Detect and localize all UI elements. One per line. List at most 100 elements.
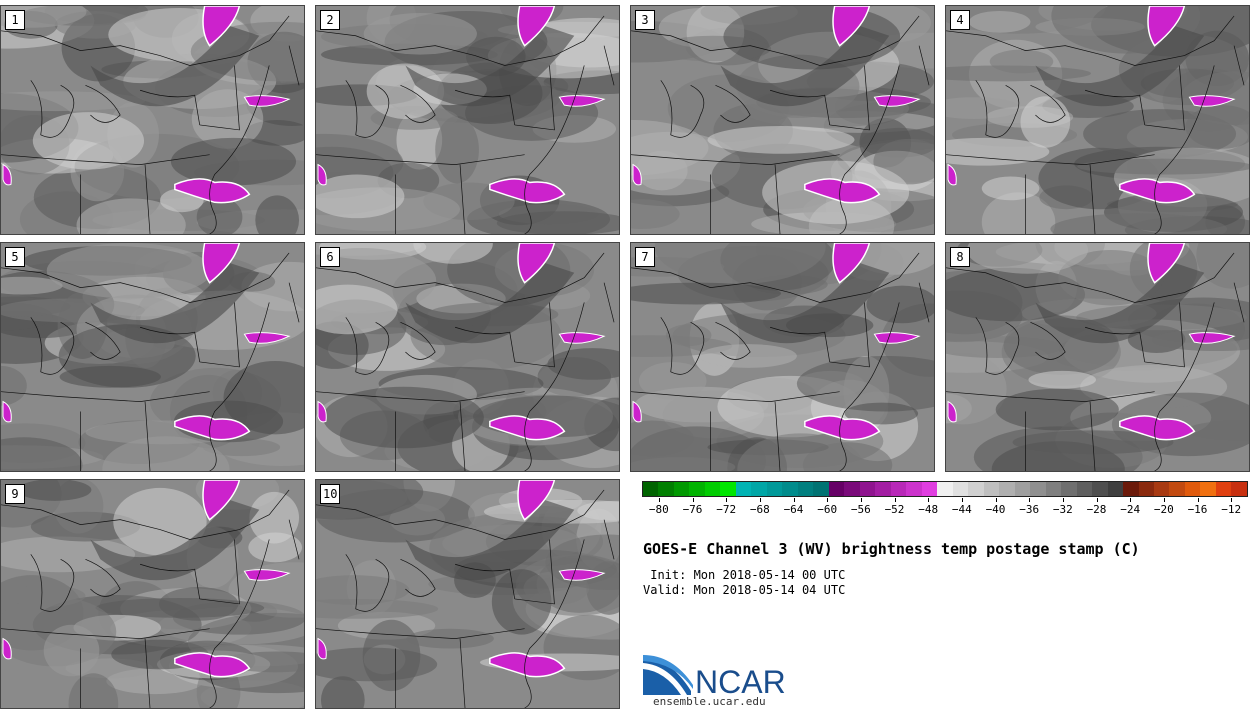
ncar-logo-text: NCAR (695, 664, 786, 698)
colorbar-swatch (890, 482, 907, 496)
colorbar-tick-label: −16 (1187, 503, 1208, 516)
panel-number-label: 10 (320, 484, 341, 504)
map-panel: 10 (315, 479, 620, 709)
map-panel: 6 (315, 242, 620, 472)
colorbar-tick (1130, 498, 1132, 502)
colorbar-swatch (720, 482, 736, 496)
colorbar-tick (726, 498, 728, 502)
colorbar-swatch (1123, 482, 1139, 496)
colorbar (642, 481, 1248, 497)
colorbar-tick (860, 498, 862, 502)
colorbar-swatch (1045, 482, 1062, 496)
colorbar-swatch (766, 482, 783, 496)
map-panel: 4 (945, 5, 1250, 235)
colorbar-swatch (1169, 482, 1185, 496)
colorbar-swatch (1184, 482, 1201, 496)
panel-number-label: 2 (320, 10, 340, 30)
plot-title: GOES-E Channel 3 (WV) brightness temp po… (643, 540, 1140, 558)
colorbar-swatch (797, 482, 814, 496)
colorbar-swatch (1030, 482, 1046, 496)
colorbar-swatch (906, 482, 922, 496)
colorbar-swatch (1107, 482, 1124, 496)
colorbar-tick-label: −24 (1120, 503, 1141, 516)
colorbar-swatch (968, 482, 984, 496)
map-panel: 3 (630, 5, 935, 235)
colorbar-swatch (1215, 482, 1232, 496)
site-url: ensemble.ucar.edu (653, 695, 766, 708)
colorbar-tick-label: −36 (1019, 503, 1040, 516)
colorbar-tick (995, 498, 997, 502)
colorbar-swatch (1061, 482, 1077, 496)
colorbar-swatch (1076, 482, 1093, 496)
init-time: Init: Mon 2018-05-14 00 UTC (643, 568, 846, 582)
colorbar-swatch (751, 482, 767, 496)
colorbar-swatch (735, 482, 752, 496)
colorbar-tick-label: −48 (918, 503, 939, 516)
colorbar-swatch (658, 482, 674, 496)
colorbar-swatch (1014, 482, 1031, 496)
colorbar-tick-label: −32 (1052, 503, 1073, 516)
ncar-logo: NCAR (643, 655, 786, 698)
colorbar-swatch (689, 482, 705, 496)
colorbar-tick (1062, 498, 1064, 502)
colorbar-tick-label: −12 (1221, 503, 1242, 516)
colorbar-swatch (937, 482, 953, 496)
colorbar-swatch (1200, 482, 1216, 496)
colorbar-tick (658, 498, 660, 502)
colorbar-tick-label: −52 (884, 503, 905, 516)
colorbar-tick-label: −72 (716, 503, 737, 516)
panel-number-label: 9 (5, 484, 25, 504)
colorbar-tick (961, 498, 963, 502)
colorbar-tick (1231, 498, 1233, 502)
colorbar-ticks: −80 −76 −72 −68 −64 −60 −56 −52 −48 −44 −40 −36 −32−… (642, 498, 1248, 518)
panel-number-label: 1 (5, 10, 25, 30)
colorbar-swatch (859, 482, 876, 496)
colorbar-swatch (999, 482, 1015, 496)
colorbar-tick-label: −64 (783, 503, 804, 516)
panel-number-label: 6 (320, 247, 340, 267)
colorbar-tick (1197, 498, 1199, 502)
colorbar-swatch (1138, 482, 1154, 496)
colorbar-swatch (828, 482, 845, 496)
map-panel: 8 (945, 242, 1250, 472)
colorbar-tick-label: −40 (985, 503, 1006, 516)
colorbar-tick-label: −68 (749, 503, 770, 516)
map-panel: 7 (630, 242, 935, 472)
colorbar-tick (692, 498, 694, 502)
colorbar-swatch (782, 482, 798, 496)
colorbar-tick (928, 498, 930, 502)
colorbar-swatch (921, 482, 938, 496)
colorbar-tick-label: −20 (1153, 503, 1174, 516)
map-panel: 5 (0, 242, 305, 472)
colorbar-tick-label: −76 (682, 503, 703, 516)
colorbar-tick (1163, 498, 1165, 502)
colorbar-swatch (1153, 482, 1170, 496)
colorbar-swatch (1231, 482, 1247, 496)
colorbar-tick-label: −28 (1086, 503, 1107, 516)
colorbar-swatch (813, 482, 829, 496)
map-panel: 1 (0, 5, 305, 235)
colorbar-tick (894, 498, 896, 502)
map-panel: 9 (0, 479, 305, 709)
colorbar-tick (827, 498, 829, 502)
colorbar-tick (1096, 498, 1098, 502)
panel-number-label: 5 (5, 247, 25, 267)
panel-number-label: 4 (950, 10, 970, 30)
colorbar-swatch (673, 482, 690, 496)
colorbar-tick (793, 498, 795, 502)
colorbar-tick-label: −56 (850, 503, 871, 516)
colorbar-swatch (704, 482, 721, 496)
valid-time: Valid: Mon 2018-05-14 04 UTC (643, 583, 846, 597)
colorbar-swatch (952, 482, 969, 496)
colorbar-swatch (844, 482, 860, 496)
panel-number-label: 7 (635, 247, 655, 267)
colorbar-tick (1029, 498, 1031, 502)
colorbar-tick-label: −80 (648, 503, 669, 516)
colorbar-tick-label: −60 (817, 503, 838, 516)
panel-number-label: 8 (950, 247, 970, 267)
colorbar-swatch (983, 482, 1000, 496)
colorbar-tick (759, 498, 761, 502)
colorbar-swatch (643, 482, 659, 496)
colorbar-tick-label: −44 (951, 503, 972, 516)
colorbar-swatch (875, 482, 891, 496)
